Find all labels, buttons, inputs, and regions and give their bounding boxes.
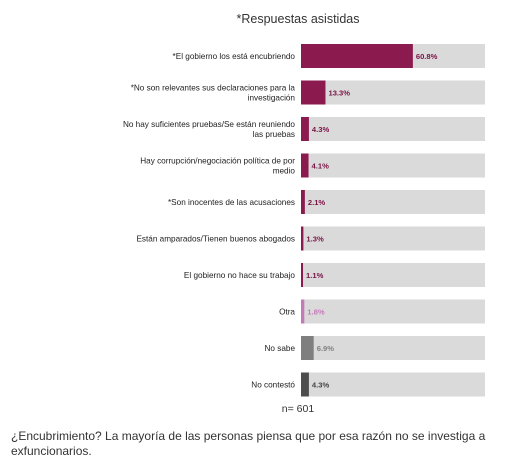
category-label: medio bbox=[273, 167, 296, 176]
value-label: 4.3% bbox=[312, 125, 330, 134]
category-label: las pruebas bbox=[253, 130, 295, 139]
bar-track bbox=[301, 117, 485, 141]
value-label: 60.8% bbox=[416, 52, 438, 61]
category-label: *Son inocentes de las acusaciones bbox=[168, 198, 295, 207]
value-label: 1.3% bbox=[306, 235, 324, 244]
value-label: 1.8% bbox=[307, 308, 325, 317]
bar-track bbox=[301, 299, 485, 324]
bar-track bbox=[301, 80, 485, 105]
category-label: El gobierno no hace su trabajo bbox=[184, 271, 296, 280]
bars-group: 60.8% *El gobierno los está encubriendo 13… bbox=[123, 44, 485, 397]
bar-track bbox=[301, 336, 485, 360]
bar bbox=[301, 117, 309, 141]
bar bbox=[301, 336, 314, 360]
sample-size-note: n= 601 bbox=[282, 403, 315, 415]
figure-caption: ¿Encubrimiento? La mayoría de las person… bbox=[11, 429, 486, 458]
value-label: 2.1% bbox=[308, 198, 326, 207]
value-label: 1.1% bbox=[306, 271, 324, 280]
category-label: Hay corrupción/negociación política de p… bbox=[140, 157, 295, 166]
value-label: 4.1% bbox=[312, 162, 330, 171]
bar bbox=[301, 372, 309, 397]
bar bbox=[301, 44, 413, 68]
bar bbox=[301, 299, 305, 324]
bar-track bbox=[301, 153, 485, 178]
value-label: 6.9% bbox=[317, 344, 335, 353]
bar-track bbox=[301, 372, 485, 397]
bar bbox=[301, 153, 309, 178]
category-label: Otra bbox=[279, 308, 295, 317]
bar bbox=[301, 263, 304, 287]
chart-title: *Respuestas asistidas bbox=[237, 12, 360, 26]
value-label: 13.3% bbox=[328, 89, 350, 98]
value-label: 4.3% bbox=[312, 381, 330, 390]
bar-track bbox=[301, 263, 485, 287]
bar bbox=[301, 190, 305, 214]
bar-chart: *Respuestas asistidas 60.8% *El gobierno … bbox=[123, 12, 485, 415]
category-label: No hay suficientes pruebas/Se están reun… bbox=[123, 120, 295, 129]
bar-track bbox=[301, 190, 485, 214]
category-label: *No son relevantes sus declaraciones par… bbox=[131, 84, 296, 93]
category-label: Están amparados/Tienen buenos abogados bbox=[136, 235, 295, 244]
category-label: No contestó bbox=[251, 381, 295, 390]
bar bbox=[301, 226, 304, 251]
bar bbox=[301, 80, 326, 105]
category-label: No sabe bbox=[265, 344, 296, 353]
category-label: investigación bbox=[248, 94, 296, 103]
category-label: *El gobierno los está encubriendo bbox=[173, 52, 296, 61]
bar-track bbox=[301, 226, 485, 251]
